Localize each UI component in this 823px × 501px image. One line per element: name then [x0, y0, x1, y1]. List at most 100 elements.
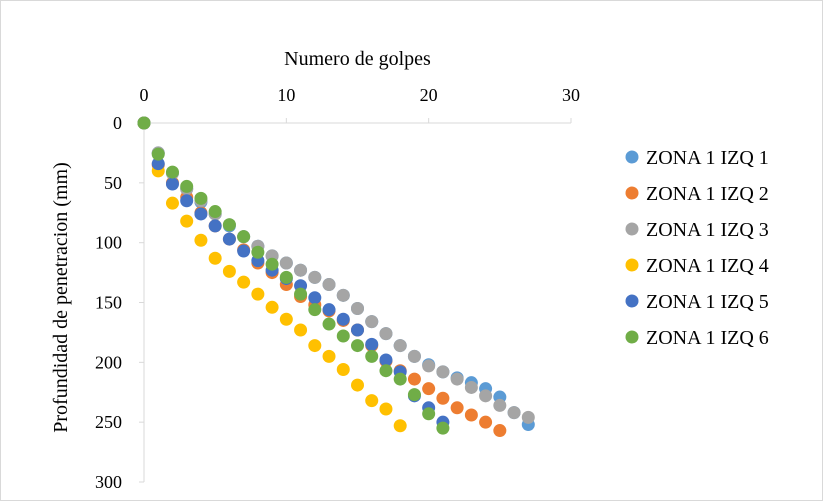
data-point: [237, 275, 251, 289]
data-point: [422, 382, 436, 396]
data-point: [222, 218, 236, 232]
data-point: [464, 408, 478, 422]
y-tick-label: 150: [95, 293, 122, 313]
data-point: [322, 303, 336, 317]
data-point: [294, 323, 308, 337]
data-point: [393, 339, 407, 353]
legend-label: ZONA 1 IZQ 6: [646, 327, 769, 349]
data-point: [365, 337, 379, 351]
data-point: [308, 303, 322, 317]
data-point: [351, 323, 364, 337]
x-axis-title: Numero de golpes: [284, 48, 431, 70]
x-tick-label: 0: [140, 85, 149, 105]
data-point: [165, 196, 179, 210]
legend-marker: [625, 330, 639, 344]
data-point: [308, 270, 322, 284]
y-tick-label: 300: [95, 472, 122, 492]
data-point: [322, 317, 336, 331]
legend: ZONA 1 IZQ 1 ZONA 1 IZQ 2 ZONA 1 IZQ 3 ZONA…: [625, 147, 769, 349]
data-point: [436, 421, 450, 435]
data-point: [365, 394, 379, 408]
data-point: [222, 264, 236, 278]
data-point: [450, 401, 464, 415]
data-point: [151, 157, 165, 171]
data-point: [251, 245, 265, 259]
y-tick-label: 0: [113, 113, 122, 133]
y-tick-labels: 0 50 100 150 200 250 300: [95, 113, 144, 492]
data-point: [279, 270, 293, 284]
data-point: [308, 339, 322, 353]
data-point: [393, 372, 407, 386]
data-point: [493, 398, 507, 412]
data-point: [436, 391, 450, 405]
data-point: [336, 288, 350, 302]
data-point: [251, 287, 265, 301]
series-6: [137, 116, 450, 435]
legend-marker: [625, 150, 639, 164]
data-point: [180, 214, 194, 228]
data-point: [194, 207, 208, 221]
data-point: [165, 177, 179, 191]
y-axis-title: Profundidad de penetracion (mm): [50, 162, 72, 432]
y-tick-label: 200: [95, 352, 122, 372]
legend-label: ZONA 1 IZQ 2: [646, 183, 769, 205]
data-point: [237, 230, 251, 244]
data-point: [393, 419, 407, 433]
data-point: [379, 364, 393, 378]
series-2: [137, 116, 507, 438]
data-point: [521, 410, 535, 424]
data-point: [151, 147, 165, 161]
data-point: [493, 424, 507, 438]
data-point: [450, 372, 464, 386]
data-point: [194, 191, 208, 205]
data-point: [294, 287, 308, 301]
data-point: [336, 329, 350, 343]
data-point: [265, 257, 279, 271]
data-point: [322, 278, 336, 292]
data-point: [351, 339, 364, 353]
data-point: [336, 363, 350, 377]
data-point: [351, 378, 364, 392]
y-tick-label: 100: [95, 233, 122, 253]
y-tick-label: 250: [95, 412, 122, 432]
data-point: [222, 232, 236, 246]
data-point: [365, 349, 379, 363]
data-point: [165, 165, 179, 179]
data-point: [379, 327, 393, 341]
data-point: [479, 415, 493, 429]
data-point: [422, 407, 436, 421]
legend-label: ZONA 1 IZQ 5: [646, 291, 769, 313]
legend-label: ZONA 1 IZQ 4: [646, 255, 769, 277]
data-point: [479, 389, 493, 403]
data-point: [265, 300, 279, 314]
legend-label: ZONA 1 IZQ 3: [646, 219, 769, 241]
data-point: [180, 179, 194, 193]
legend-marker: [625, 294, 639, 308]
data-point: [294, 263, 308, 277]
data-point: [208, 219, 222, 233]
data-points: [137, 116, 535, 438]
data-point: [407, 388, 421, 402]
data-point: [208, 251, 222, 265]
legend-marker: [625, 186, 639, 200]
y-tick-label: 50: [104, 173, 122, 193]
legend-marker: [625, 258, 639, 272]
x-tick-labels: 0 10 20 30: [140, 85, 580, 123]
data-point: [180, 194, 194, 208]
data-point: [137, 116, 151, 130]
legend-label: ZONA 1 IZQ 1: [646, 147, 769, 169]
data-point: [407, 372, 421, 386]
data-point: [279, 312, 293, 326]
data-point: [308, 291, 322, 305]
data-point: [322, 349, 336, 363]
data-point: [336, 312, 350, 326]
data-point: [351, 301, 364, 315]
data-point: [279, 256, 293, 270]
x-tick-label: 20: [420, 85, 438, 105]
data-point: [464, 380, 478, 394]
data-point: [365, 315, 379, 329]
x-tick-label: 30: [562, 85, 580, 105]
legend-marker: [625, 222, 639, 236]
data-point: [194, 233, 208, 247]
